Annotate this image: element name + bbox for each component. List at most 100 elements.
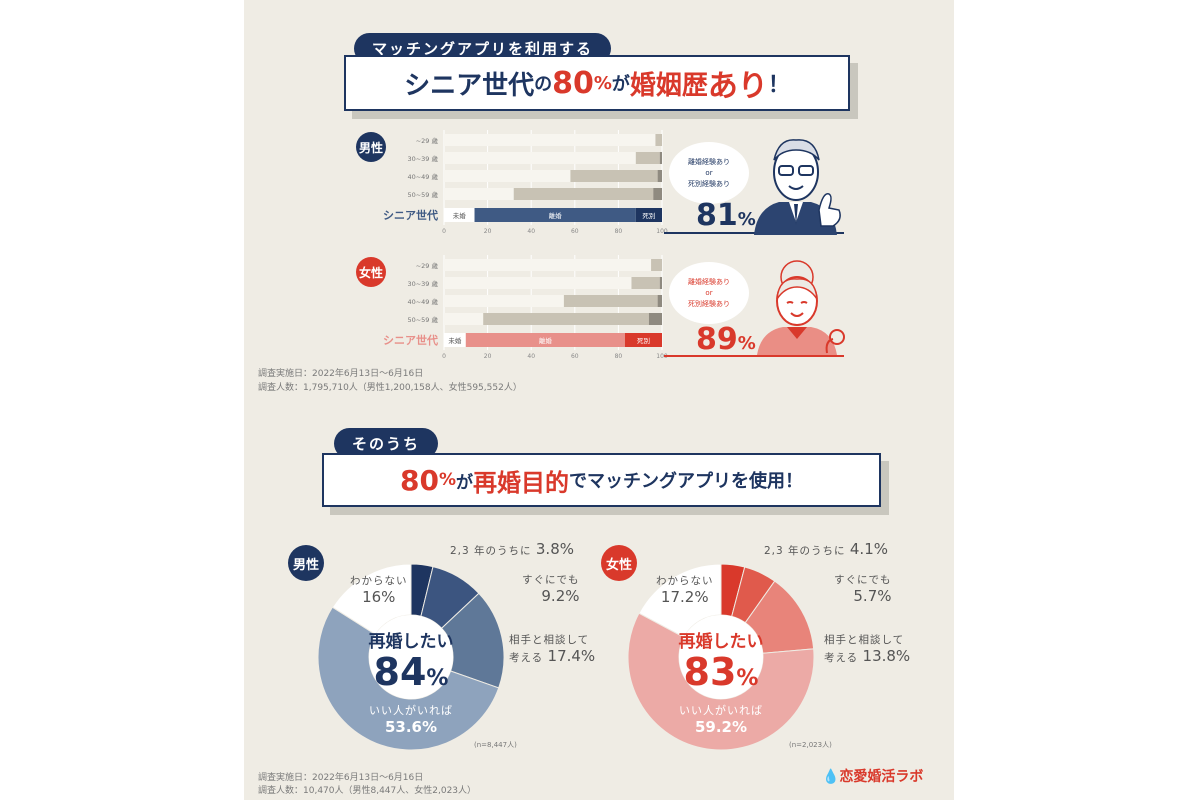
inner-label: いい人がいれば xyxy=(679,704,763,717)
bar-segment xyxy=(657,295,662,307)
female-donut-center: 再婚したい 83% xyxy=(661,627,781,699)
category-label: 40~49 歳 xyxy=(407,172,438,181)
category-label: 50~59 歳 xyxy=(407,315,438,324)
category-label: 40~49 歳 xyxy=(407,297,438,306)
female-underline xyxy=(664,355,844,357)
category-label: ~29 歳 xyxy=(416,261,439,270)
bubble-line: 死別経験あり xyxy=(688,179,730,188)
x-tick-label: 100 xyxy=(656,228,668,235)
female-donut-chart xyxy=(627,563,815,751)
label-value: 16% xyxy=(362,588,396,606)
center-unit: % xyxy=(426,666,449,691)
female-unknown-label: わからない 17.2% xyxy=(656,573,714,606)
survey2-count: 調査人数：10,470人（男性8,447人、女性2,023人） xyxy=(258,786,477,796)
bar-segment xyxy=(570,170,658,182)
title-part: が xyxy=(611,74,630,95)
title-part: % xyxy=(593,72,612,94)
bar-segment xyxy=(444,313,484,325)
bubble-line: 離婚経験あり xyxy=(688,277,730,286)
bar-segment xyxy=(465,333,625,347)
brand-logo: 💧恋愛婚活ラボ xyxy=(822,766,923,786)
category-label: ~29 歳 xyxy=(416,136,439,145)
label-value: 13.8% xyxy=(862,647,911,665)
bar-segment xyxy=(653,188,662,200)
label-value: 5.7% xyxy=(853,587,892,605)
bar-segment xyxy=(444,188,514,200)
category-label: 30~39 歳 xyxy=(407,154,438,163)
logo-text: 恋愛婚活ラボ xyxy=(839,769,924,785)
bar-segment xyxy=(444,134,656,146)
x-tick-label: 60 xyxy=(571,353,579,360)
label-text: 2,3 年のうちに xyxy=(450,545,532,557)
male-underline xyxy=(664,232,844,234)
male-consult-label: 相手と相談して 考える 17.4% xyxy=(509,632,595,665)
label-text: 相手と相談して xyxy=(509,634,590,646)
label-value: 9.2% xyxy=(541,587,580,605)
category-label: 30~39 歳 xyxy=(407,279,438,288)
inner-label: いい人がいれば xyxy=(369,704,453,717)
title-part: あり xyxy=(707,69,768,104)
mid-title-banner: 80 % が 再婚目的 でマッチングアプリを使用！ xyxy=(322,453,881,507)
segment-label: 未婚 xyxy=(453,211,467,220)
bar-segment xyxy=(635,152,660,164)
title-part: 80 xyxy=(552,65,594,101)
segment-label: 未婚 xyxy=(448,336,462,345)
title-part: 再婚目的 xyxy=(473,468,569,497)
x-tick-label: 100 xyxy=(656,353,668,360)
female-consult-label: 相手と相談して 考える 13.8% xyxy=(824,632,910,665)
senior-man-illustration xyxy=(754,139,841,235)
bar-segment xyxy=(659,277,662,289)
bar-segment xyxy=(655,134,662,146)
inner-value: 53.6% xyxy=(384,718,438,736)
segment-label: 死別 xyxy=(637,336,650,345)
bar-segment xyxy=(444,170,571,182)
top-title-banner: シニア世代 の 80 % が 婚姻歴 あり ！ xyxy=(344,55,850,111)
bar-segment xyxy=(563,295,658,307)
pct-unit: % xyxy=(737,209,756,230)
label-text: すぐにでも xyxy=(834,574,892,586)
male-unknown-label: わからない 16% xyxy=(350,573,408,606)
title-part: 80 xyxy=(399,463,439,497)
bar-segment xyxy=(648,313,662,325)
x-tick-label: 0 xyxy=(442,228,446,235)
bar-segment xyxy=(483,313,649,325)
title-part: % xyxy=(438,470,456,490)
center-pct: 83 xyxy=(683,650,737,694)
title-part: ！ xyxy=(767,73,790,98)
female-senior-percent: 89% xyxy=(696,322,756,357)
label-text: 2,3 年のうちに xyxy=(764,545,846,557)
donut-hole xyxy=(679,615,763,699)
title-part: でマッチングアプリを使用！ xyxy=(569,471,803,492)
bubble-line: or xyxy=(705,288,713,297)
category-label: 50~59 歳 xyxy=(407,190,438,199)
segment-label: 離婚 xyxy=(549,211,563,220)
label-value: 4.1% xyxy=(849,540,888,558)
x-tick-label: 20 xyxy=(484,353,492,360)
x-tick-label: 20 xyxy=(484,228,492,235)
x-tick-label: 80 xyxy=(615,353,623,360)
bar-segment xyxy=(635,208,662,222)
female-bar-chart: 0 20 40 60 80 100 ~29 歳 30~39 歳 40~49 歳 50~59 歳未婚… xyxy=(340,253,670,373)
x-tick-label: 80 xyxy=(615,228,623,235)
x-tick-label: 40 xyxy=(527,353,535,360)
center-pct: 84 xyxy=(373,650,427,694)
label-text: 考える xyxy=(824,652,859,664)
bar-segment xyxy=(659,152,662,164)
bubble-line: 死別経験あり xyxy=(688,299,730,308)
bar-segment xyxy=(631,277,660,289)
male-bar-chart: 0 20 40 60 80 100 ~29 歳 30~39 歳 40~49 歳 50~59 歳未婚… xyxy=(340,128,670,248)
title-part: が xyxy=(456,472,473,493)
label-value: 17.2% xyxy=(660,588,709,606)
male-speech-bubble: 離婚経験あり or 死別経験あり xyxy=(669,142,749,204)
bar-chart-svg: 0 20 40 60 80 100 ~29 歳 30~39 歳 40~49 歳 50~59 歳未婚… xyxy=(383,130,668,235)
bar-segment xyxy=(624,333,662,347)
title-part: の xyxy=(534,74,553,95)
bubble-line: 離婚経験あり xyxy=(688,157,730,166)
bubble-line: or xyxy=(705,168,713,177)
female-donut-badge: 女性 xyxy=(601,545,637,581)
survey-count: 調査人数：1,795,710人（男性1,200,158人、女性595,552人） xyxy=(258,383,522,393)
label-text: わからない xyxy=(656,575,714,587)
bar-segment xyxy=(513,188,654,200)
x-tick-label: 40 xyxy=(527,228,535,235)
pct-unit: % xyxy=(737,333,756,354)
